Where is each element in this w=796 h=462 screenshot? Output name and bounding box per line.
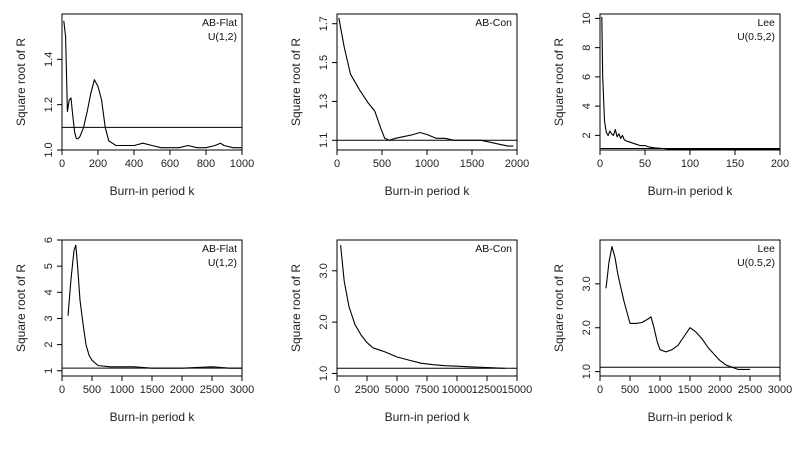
x-tick-label: 1500 bbox=[460, 158, 484, 170]
y-tick-label: 2 bbox=[43, 342, 55, 348]
y-axis-label: Square root of R bbox=[552, 38, 566, 126]
x-axis-label: Burn-in period k bbox=[648, 184, 734, 198]
y-tick-label: 1.5 bbox=[318, 55, 330, 70]
x-tick-label: 150 bbox=[726, 158, 744, 170]
x-tick-label: 2000 bbox=[708, 384, 732, 396]
x-tick-label: 1000 bbox=[230, 158, 254, 170]
legend-entry: Lee bbox=[757, 243, 775, 255]
y-tick-label: 1.0 bbox=[318, 366, 330, 381]
y-axis-label: Square root of R bbox=[552, 264, 566, 352]
x-tick-label: 10000 bbox=[442, 384, 473, 396]
x-axis-label: Burn-in period k bbox=[385, 410, 471, 424]
x-tick-label: 200 bbox=[89, 158, 107, 170]
y-tick-label: 1.1 bbox=[318, 133, 330, 148]
legend-entry: Lee bbox=[757, 17, 775, 29]
y-tick-label: 3 bbox=[43, 315, 55, 321]
y-axis-label: Square root of R bbox=[14, 38, 28, 126]
y-tick-label: 1.3 bbox=[318, 94, 330, 109]
x-tick-label: 2000 bbox=[170, 384, 194, 396]
x-tick-label: 5000 bbox=[385, 384, 409, 396]
y-tick-label: 1.4 bbox=[43, 52, 55, 67]
x-tick-label: 2500 bbox=[738, 384, 762, 396]
x-tick-label: 0 bbox=[59, 158, 65, 170]
y-tick-label: 2.0 bbox=[581, 320, 593, 335]
plot-frame bbox=[336, 239, 518, 377]
x-tick-label: 50 bbox=[639, 158, 651, 170]
legend-entry: AB-Con bbox=[475, 17, 512, 29]
y-tick-label: 4 bbox=[581, 103, 593, 109]
x-axis-label: Burn-in period k bbox=[110, 184, 196, 198]
x-tick-label: 3000 bbox=[768, 384, 792, 396]
y-tick-label: 3.0 bbox=[581, 276, 593, 291]
panel-1: 0 200 400 600 800 1000 1.0 1.2 1.4 Burn-in period… bbox=[14, 13, 254, 198]
panel-4: 0 500 1000 1500 2000 2500 3000 1 2 3 4 5 6 Burn-in pe… bbox=[14, 237, 254, 424]
panel-3: 0 50 100 150 200 2 4 6 8 10 Burn-in period k Square… bbox=[552, 12, 789, 198]
x-tick-label: 2000 bbox=[505, 158, 529, 170]
legend-entry: U(0.5,2) bbox=[737, 257, 775, 269]
x-tick-label: 400 bbox=[125, 158, 143, 170]
x-tick-label: 600 bbox=[161, 158, 179, 170]
legend-entry: U(1,2) bbox=[208, 31, 237, 43]
x-tick-label: 0 bbox=[597, 158, 603, 170]
x-tick-label: 1000 bbox=[110, 384, 134, 396]
x-tick-label: 2500 bbox=[355, 384, 379, 396]
y-tick-label: 1.7 bbox=[318, 16, 330, 31]
x-tick-label: 800 bbox=[197, 158, 215, 170]
legend-entry: AB-Flat bbox=[202, 243, 237, 255]
y-axis-label: Square root of R bbox=[289, 38, 303, 126]
y-tick-label: 3.0 bbox=[318, 263, 330, 278]
x-axis-label: Burn-in period k bbox=[648, 410, 734, 424]
y-tick-label: 1.2 bbox=[43, 97, 55, 112]
panel-6: 0 500 1000 1500 2000 2500 3000 1.0 2.0 3.0 Burn-in… bbox=[552, 239, 792, 424]
x-tick-label: 200 bbox=[771, 158, 789, 170]
y-tick-label: 5 bbox=[43, 263, 55, 269]
x-tick-label: 0 bbox=[59, 384, 65, 396]
x-tick-label: 1500 bbox=[140, 384, 164, 396]
legend-entry: AB-Con bbox=[475, 243, 512, 255]
y-tick-label: 1 bbox=[43, 368, 55, 374]
x-tick-label: 0 bbox=[334, 158, 340, 170]
x-tick-label: 12500 bbox=[472, 384, 503, 396]
x-axis-label: Burn-in period k bbox=[110, 410, 196, 424]
x-tick-label: 15000 bbox=[502, 384, 533, 396]
plot-frame bbox=[336, 13, 518, 151]
y-tick-label: 4 bbox=[43, 289, 55, 295]
plot-frame bbox=[61, 13, 243, 151]
y-tick-label: 1.0 bbox=[581, 364, 593, 379]
y-axis-label: Square root of R bbox=[289, 264, 303, 352]
legend-entry: U(0.5,2) bbox=[737, 31, 775, 43]
x-tick-label: 3000 bbox=[230, 384, 254, 396]
x-tick-label: 1000 bbox=[648, 384, 672, 396]
x-tick-label: 0 bbox=[334, 384, 340, 396]
x-tick-label: 2500 bbox=[200, 384, 224, 396]
x-tick-label: 1000 bbox=[415, 158, 439, 170]
x-axis-label: Burn-in period k bbox=[385, 184, 471, 198]
x-tick-label: 500 bbox=[373, 158, 391, 170]
series-line bbox=[67, 244, 242, 369]
legend-entry: AB-Flat bbox=[202, 17, 237, 29]
series-line bbox=[340, 245, 506, 369]
x-tick-label: 500 bbox=[621, 384, 639, 396]
y-tick-label: 2 bbox=[581, 132, 593, 138]
panel-2: 0 500 1000 1500 2000 1.1 1.3 1.5 1.7 Burn-in peri… bbox=[289, 13, 529, 198]
series-line bbox=[605, 246, 750, 370]
x-tick-label: 1500 bbox=[678, 384, 702, 396]
y-tick-label: 6 bbox=[581, 74, 593, 80]
panel-5: 0 2500 5000 7500 10000 12500 15000 1.0 2.0 3.0 Bur… bbox=[289, 239, 533, 424]
x-tick-label: 100 bbox=[681, 158, 699, 170]
y-tick-label: 2.0 bbox=[318, 314, 330, 329]
y-tick-label: 10 bbox=[581, 12, 593, 24]
series-line bbox=[338, 17, 514, 147]
y-tick-label: 1.0 bbox=[43, 142, 55, 157]
x-tick-label: 0 bbox=[597, 384, 603, 396]
legend-entry: U(1,2) bbox=[208, 257, 237, 269]
y-tick-label: 8 bbox=[581, 45, 593, 51]
x-tick-label: 500 bbox=[83, 384, 101, 396]
series-line bbox=[63, 20, 242, 149]
x-tick-label: 7500 bbox=[415, 384, 439, 396]
y-axis-label: Square root of R bbox=[14, 264, 28, 352]
y-tick-label: 6 bbox=[43, 237, 55, 243]
series-line bbox=[601, 16, 780, 150]
